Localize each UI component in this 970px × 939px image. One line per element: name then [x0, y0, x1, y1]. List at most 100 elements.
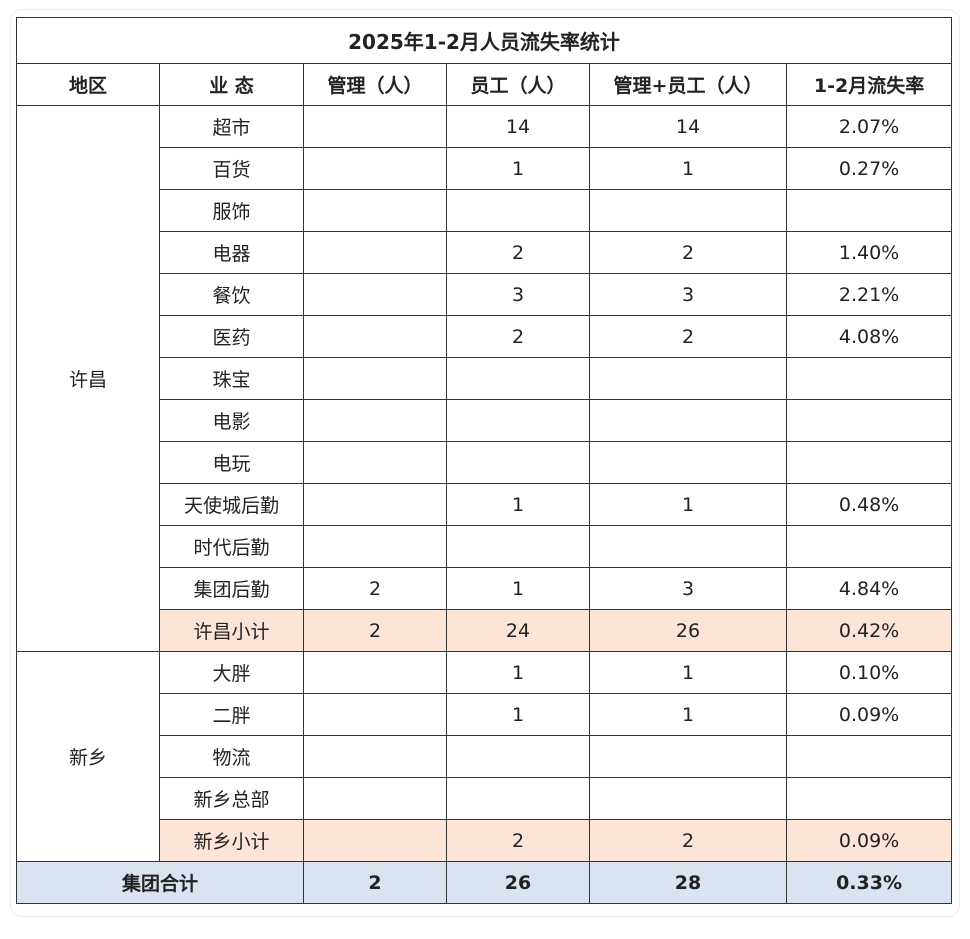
staff-cell: [446, 189, 590, 232]
rate-cell: 0.48%: [785, 483, 953, 526]
business-type-cell: 服饰: [159, 189, 304, 232]
business-type-cell: 集团后勤: [159, 567, 304, 610]
total-rate-cell: 0.33%: [785, 861, 953, 904]
sum-cell: [589, 525, 787, 568]
staff-cell: 1: [446, 483, 590, 526]
management-cell: [303, 651, 447, 694]
management-cell: [303, 525, 447, 568]
table-row: 餐饮 3 3 2.21%: [17, 273, 953, 316]
staff-cell: 2: [446, 231, 590, 274]
staff-cell: [446, 525, 590, 568]
staff-cell: 1: [446, 693, 590, 736]
business-type-cell: 天使城后勤: [159, 483, 304, 526]
business-type-cell: 二胖: [159, 693, 304, 736]
rate-cell: 4.08%: [785, 315, 953, 358]
management-cell: [303, 315, 447, 358]
header-management: 管理（人）: [303, 63, 447, 106]
staff-cell: 3: [446, 273, 590, 316]
subtotal-rate-cell: 0.09%: [785, 819, 953, 862]
table-row: 服饰: [17, 189, 953, 232]
management-cell: [303, 399, 447, 442]
business-type-cell: 电器: [159, 231, 304, 274]
subtotal-rate-cell: 0.42%: [785, 609, 953, 652]
total-row: 集团合计 2 26 28 0.33%: [16, 861, 953, 904]
management-cell: [303, 693, 447, 736]
rate-cell: 0.27%: [785, 147, 953, 190]
subtotal-sum-cell: 2: [589, 819, 787, 862]
subtotal-staff-cell: 24: [446, 609, 590, 652]
subtotal-staff-cell: 2: [446, 819, 590, 862]
rate-cell: 2.07%: [785, 105, 953, 148]
staff-cell: 1: [446, 147, 590, 190]
sum-cell: 2: [589, 315, 787, 358]
sum-cell: 1: [589, 147, 787, 190]
sum-cell: [589, 189, 787, 232]
sum-cell: 2: [589, 231, 787, 274]
rate-cell: [785, 399, 953, 442]
staff-cell: 2: [446, 315, 590, 358]
management-cell: [303, 735, 447, 778]
rate-cell: [785, 777, 953, 820]
subtotal-management-cell: [303, 819, 447, 862]
management-cell: [303, 483, 447, 526]
business-type-cell: 百货: [159, 147, 304, 190]
management-cell: [303, 105, 447, 148]
subtotal-row: 许昌小计 2 24 26 0.42%: [17, 609, 953, 652]
staff-cell: [446, 777, 590, 820]
staff-cell: 1: [446, 651, 590, 694]
sum-cell: 14: [589, 105, 787, 148]
sum-cell: 1: [589, 693, 787, 736]
management-cell: [303, 441, 447, 484]
header-region: 地区: [16, 63, 160, 106]
subtotal-sum-cell: 26: [589, 609, 787, 652]
rate-cell: 1.40%: [785, 231, 953, 274]
staff-cell: [446, 357, 590, 400]
table-row: 许昌 超市 14 14 2.07%: [16, 105, 953, 652]
region-cell: 许昌: [16, 105, 160, 652]
title-row: 2025年1-2月人员流失率统计: [15, 17, 953, 64]
business-type-cell: 物流: [159, 735, 304, 778]
rate-cell: 2.21%: [785, 273, 953, 316]
sum-cell: [589, 399, 787, 442]
total-staff-cell: 26: [446, 861, 590, 904]
rate-cell: [785, 189, 953, 232]
table-row: 电玩: [17, 441, 953, 484]
header-management-plus-staff: 管理+员工（人）: [589, 63, 787, 106]
management-cell: 2: [303, 567, 447, 610]
table-row: 物流: [17, 735, 953, 778]
header-business-type: 业 态: [159, 63, 304, 106]
business-type-cell: 大胖: [159, 651, 304, 694]
total-label-cell: 集团合计: [16, 861, 304, 904]
sum-cell: 1: [589, 651, 787, 694]
subtotal-business-type-cell: 许昌小计: [159, 609, 304, 652]
rate-cell: [785, 441, 953, 484]
management-cell: [303, 147, 447, 190]
business-type-cell: 时代后勤: [159, 525, 304, 568]
staff-cell: 1: [446, 567, 590, 610]
management-cell: [303, 357, 447, 400]
staff-cell: 14: [446, 105, 590, 148]
total-sum-cell: 28: [589, 861, 787, 904]
business-type-cell: 新乡总部: [159, 777, 304, 820]
rate-cell: 4.84%: [785, 567, 953, 610]
rate-cell: [785, 357, 953, 400]
business-type-cell: 医药: [159, 315, 304, 358]
rate-cell: [785, 735, 953, 778]
table-row: 二胖 1 1 0.09%: [17, 693, 953, 736]
business-type-cell: 电影: [159, 399, 304, 442]
sum-cell: [589, 357, 787, 400]
management-cell: [303, 273, 447, 316]
header-attrition-rate: 1-2月流失率: [785, 63, 953, 106]
management-cell: [303, 777, 447, 820]
management-cell: [303, 231, 447, 274]
total-management-cell: 2: [303, 861, 447, 904]
table-row: 天使城后勤 1 1 0.48%: [17, 483, 953, 526]
subtotal-business-type-cell: 新乡小计: [159, 819, 304, 862]
sum-cell: [589, 441, 787, 484]
table-row: 时代后勤: [17, 525, 953, 568]
business-type-cell: 餐饮: [159, 273, 304, 316]
sum-cell: 3: [589, 567, 787, 610]
staff-cell: [446, 441, 590, 484]
region-cell: 新乡: [16, 651, 160, 862]
table-row: 电影: [17, 399, 953, 442]
